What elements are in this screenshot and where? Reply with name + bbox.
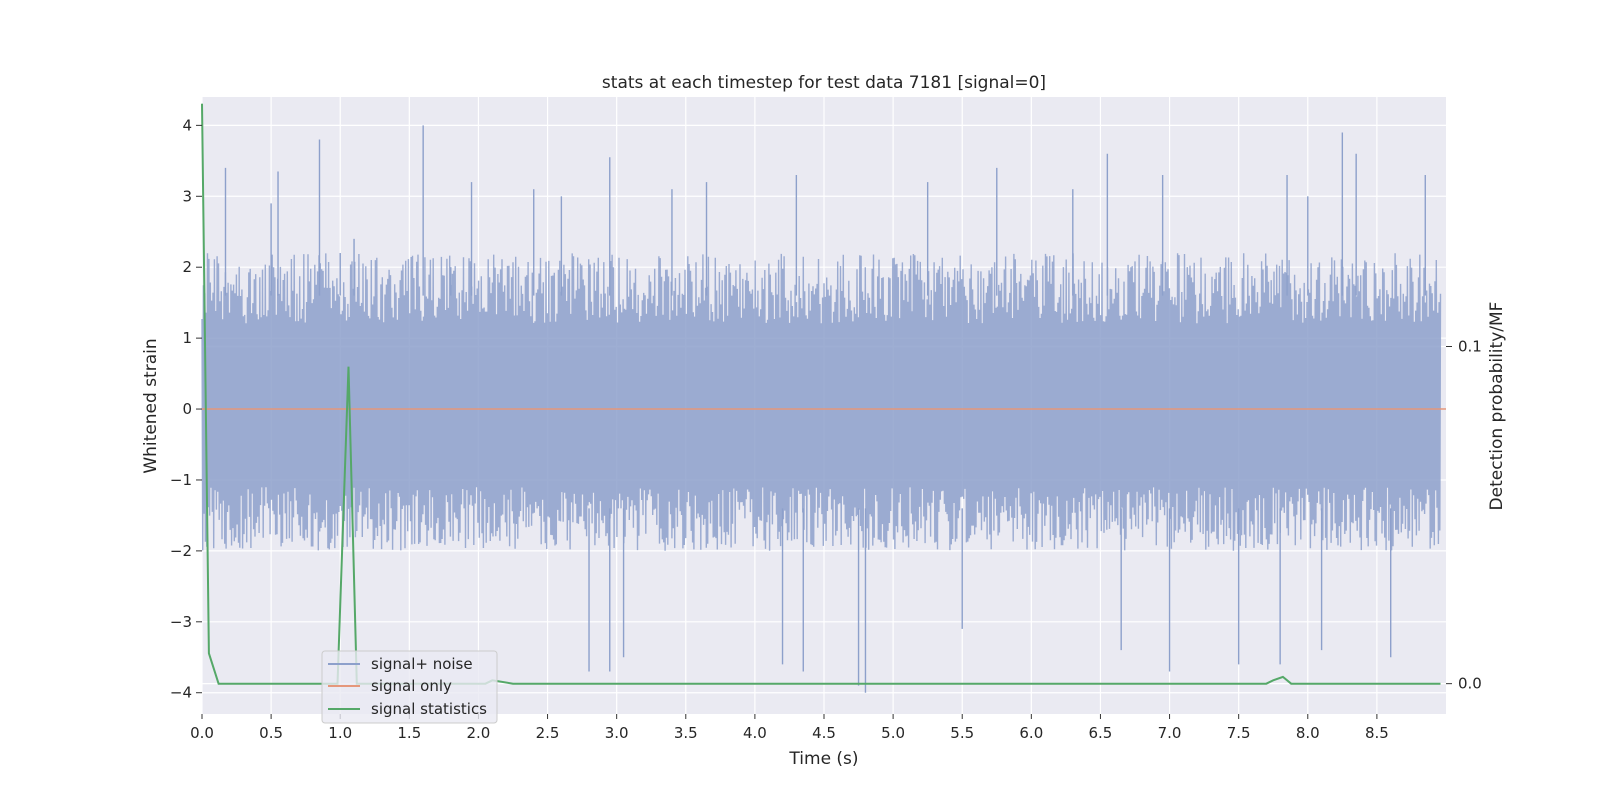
legend-label-signal-noise: signal+ noise xyxy=(371,655,473,673)
y2-axis-label: Detection probability/MF xyxy=(1487,302,1507,511)
x-tick-label: 7.5 xyxy=(1227,724,1251,742)
x-tick-label: 5.0 xyxy=(881,724,905,742)
y-tick-label: 2 xyxy=(182,258,192,276)
y2-tick-label: 0.0 xyxy=(1458,675,1482,693)
legend-box xyxy=(321,650,498,724)
signal-noise-line xyxy=(201,253,1442,551)
x-tick-label: 4.0 xyxy=(743,724,767,742)
y-tick-label: 4 xyxy=(182,116,192,134)
x-tick-label: 1.0 xyxy=(328,724,352,742)
chart-title: stats at each timestep for test data 718… xyxy=(602,73,1046,93)
x-tick-label: 1.5 xyxy=(397,724,421,742)
legend: signal+ noise signal only signal statist… xyxy=(321,650,498,724)
y-tick-label: −3 xyxy=(170,613,192,631)
x-tick-label: 2.0 xyxy=(467,724,491,742)
y-axis-label: Whitened strain xyxy=(141,338,161,473)
y-tick-label: 0 xyxy=(182,400,192,418)
x-tick-label: 5.5 xyxy=(950,724,974,742)
x-tick-label: 7.0 xyxy=(1158,724,1182,742)
x-tick-label: 8.5 xyxy=(1365,724,1389,742)
x-tick-label: 6.5 xyxy=(1089,724,1113,742)
y-tick-label: −4 xyxy=(170,684,192,702)
x-tick-label: 6.0 xyxy=(1019,724,1043,742)
series-layer xyxy=(201,103,1446,693)
x-tick-label: 0.5 xyxy=(259,724,283,742)
ticks: 0.0 0.5 1.0 1.5 2.0 2.5 3.0 3.5 4.0 4.5 5.0 5.5 6.0 6… xyxy=(170,116,1482,742)
legend-label-signal-only: signal only xyxy=(371,677,452,695)
x-tick-label: 3.5 xyxy=(674,724,698,742)
y-tick-label: 1 xyxy=(182,329,192,347)
x-tick-label: 0.0 xyxy=(190,724,214,742)
y2-tick-label: 0.1 xyxy=(1458,337,1482,355)
y-tick-label: 3 xyxy=(182,187,192,205)
x-axis-label: Time (s) xyxy=(788,749,858,769)
x-tick-label: 3.0 xyxy=(605,724,629,742)
y-tick-label: −1 xyxy=(170,471,192,489)
x-tick-label: 8.0 xyxy=(1296,724,1320,742)
y-tick-label: −2 xyxy=(170,542,192,560)
x-tick-label: 4.5 xyxy=(812,724,836,742)
x-tick-label: 2.5 xyxy=(536,724,560,742)
legend-label-signal-statistics: signal statistics xyxy=(371,700,487,718)
